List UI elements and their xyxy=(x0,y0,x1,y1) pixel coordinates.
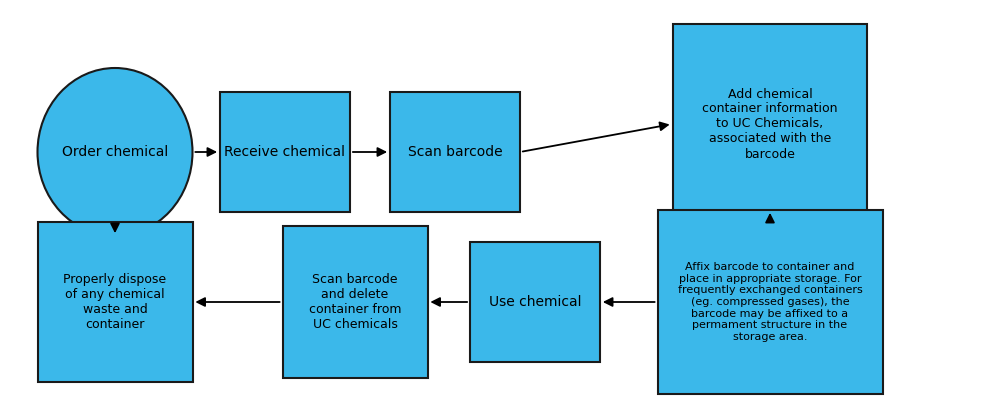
Text: Receive chemical: Receive chemical xyxy=(224,145,346,159)
FancyBboxPatch shape xyxy=(220,92,350,212)
Text: Use chemical: Use chemical xyxy=(489,295,581,309)
FancyBboxPatch shape xyxy=(672,24,867,224)
FancyBboxPatch shape xyxy=(470,242,600,362)
Text: Scan barcode
and delete
container from
UC chemicals: Scan barcode and delete container from U… xyxy=(309,273,401,331)
Ellipse shape xyxy=(38,68,192,236)
Text: Properly dispose
of any chemical
waste and
container: Properly dispose of any chemical waste a… xyxy=(63,273,167,331)
FancyBboxPatch shape xyxy=(658,210,883,394)
Text: Add chemical
container information
to UC Chemicals,
associated with the
barcode: Add chemical container information to UC… xyxy=(702,88,838,160)
Text: Affix barcode to container and
place in appropriate storage. For
frequently exch: Affix barcode to container and place in … xyxy=(678,262,862,342)
FancyBboxPatch shape xyxy=(390,92,520,212)
Text: Order chemical: Order chemical xyxy=(62,145,168,159)
Text: Scan barcode: Scan barcode xyxy=(408,145,502,159)
FancyBboxPatch shape xyxy=(38,222,192,382)
FancyBboxPatch shape xyxy=(283,226,428,378)
